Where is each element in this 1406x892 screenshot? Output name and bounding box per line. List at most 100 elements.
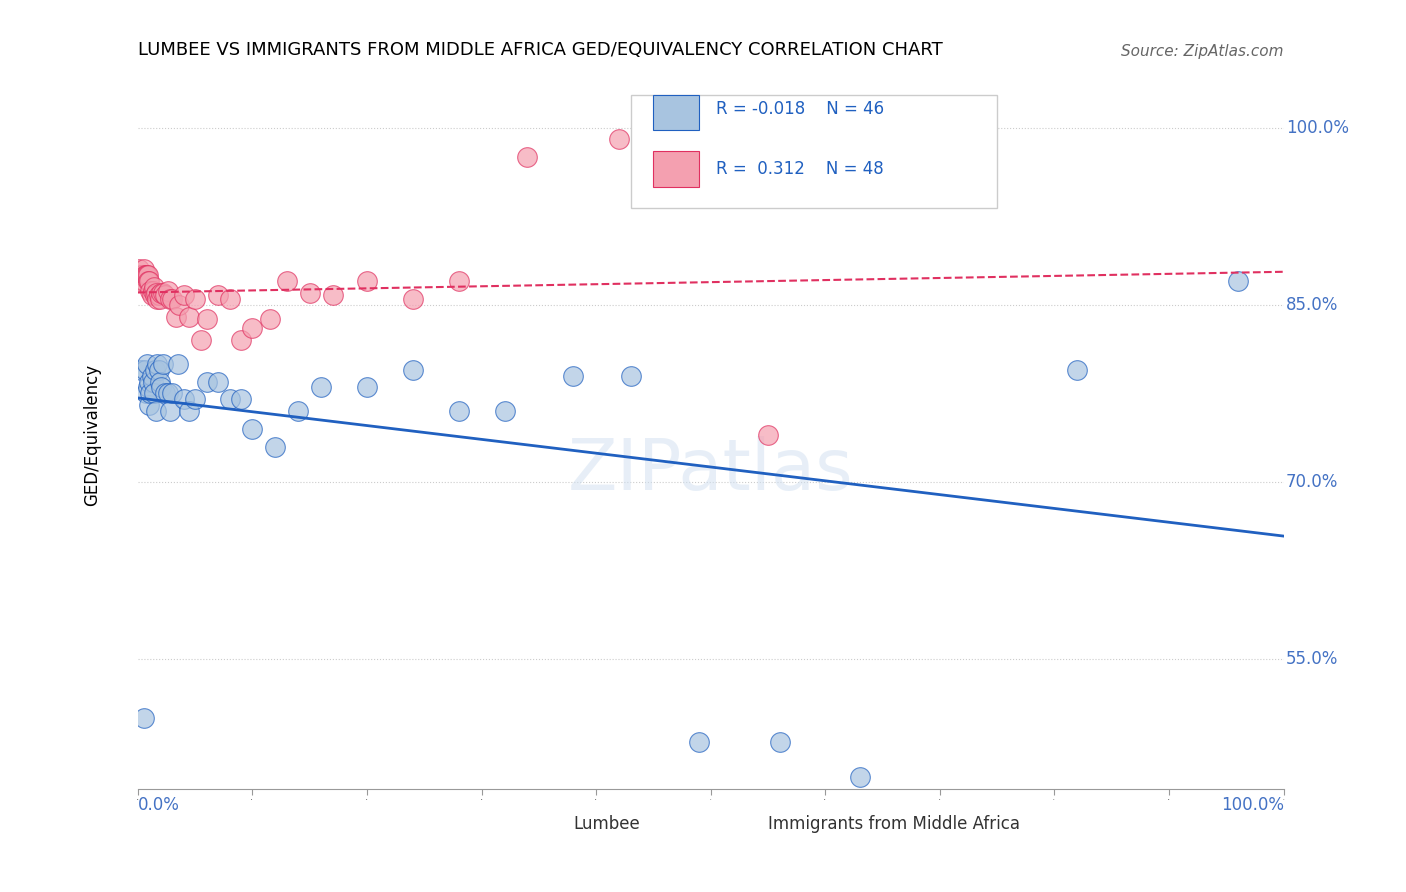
Point	[494, 404, 516, 418]
Point	[135, 386, 157, 401]
Point	[145, 285, 167, 300]
Point	[142, 375, 165, 389]
Point	[356, 380, 378, 394]
Point	[848, 770, 870, 784]
Point	[141, 368, 163, 383]
Point	[162, 386, 184, 401]
Point	[128, 262, 150, 277]
Point	[276, 274, 298, 288]
Point	[138, 274, 160, 288]
Point	[242, 321, 264, 335]
Text: 0.0%: 0.0%	[138, 797, 180, 814]
Point	[167, 298, 190, 312]
Text: 100.0%: 100.0%	[1220, 797, 1284, 814]
Point	[562, 368, 585, 383]
Point	[134, 363, 156, 377]
Point	[156, 386, 179, 401]
Point	[149, 285, 172, 300]
Bar	[654, 152, 699, 186]
Text: R =  0.312    N = 48: R = 0.312 N = 48	[717, 160, 884, 178]
Point	[132, 262, 155, 277]
Point	[142, 284, 165, 298]
Point	[145, 404, 167, 418]
Text: 85.0%: 85.0%	[1286, 296, 1339, 314]
Point	[149, 380, 172, 394]
Point	[131, 363, 153, 377]
Point	[259, 312, 281, 326]
Text: LUMBEE VS IMMIGRANTS FROM MIDDLE AFRICA GED/EQUIVALENCY CORRELATION CHART: LUMBEE VS IMMIGRANTS FROM MIDDLE AFRICA …	[138, 41, 942, 59]
Point	[148, 288, 170, 302]
Point	[143, 288, 166, 302]
Point	[136, 380, 159, 394]
Point	[688, 735, 710, 749]
Point	[287, 404, 309, 418]
Point	[132, 274, 155, 288]
Point	[131, 268, 153, 283]
Point	[195, 312, 218, 326]
Point	[173, 288, 195, 302]
Text: 100.0%: 100.0%	[1286, 119, 1348, 136]
Point	[165, 310, 187, 324]
Point	[447, 274, 470, 288]
Point	[142, 386, 165, 401]
Point	[142, 280, 165, 294]
Text: R = -0.018    N = 46: R = -0.018 N = 46	[717, 100, 884, 118]
Point	[134, 268, 156, 283]
Point	[149, 375, 172, 389]
Point	[146, 292, 169, 306]
Point	[229, 333, 252, 347]
Point	[159, 292, 181, 306]
Point	[402, 292, 425, 306]
Point	[155, 386, 177, 401]
Point	[229, 392, 252, 407]
Point	[1226, 274, 1249, 288]
Point	[190, 333, 212, 347]
Point	[402, 363, 425, 377]
Bar	[654, 95, 699, 130]
Point	[138, 398, 160, 412]
Point	[195, 375, 218, 389]
Point	[1066, 363, 1088, 377]
Text: Immigrants from Middle Africa: Immigrants from Middle Africa	[768, 815, 1019, 833]
Point	[162, 292, 184, 306]
Point	[322, 288, 344, 302]
Point	[139, 284, 162, 298]
Point	[148, 363, 170, 377]
Point	[179, 404, 201, 418]
Point	[298, 285, 321, 300]
Point	[131, 268, 153, 283]
Point	[155, 288, 177, 302]
Point	[447, 404, 470, 418]
Point	[141, 288, 163, 302]
Point	[146, 357, 169, 371]
Point	[516, 150, 538, 164]
Point	[173, 392, 195, 407]
Point	[135, 268, 157, 283]
Bar	[711, 810, 756, 838]
Point	[139, 386, 162, 401]
Point	[143, 363, 166, 377]
Point	[242, 422, 264, 436]
Point	[218, 292, 240, 306]
Point	[138, 375, 160, 389]
Point	[179, 310, 201, 324]
Point	[136, 268, 159, 283]
FancyBboxPatch shape	[630, 95, 997, 208]
Point	[619, 368, 641, 383]
Point	[356, 274, 378, 288]
Text: ZIPatlas: ZIPatlas	[568, 435, 853, 505]
Point	[264, 440, 287, 454]
Point	[167, 357, 190, 371]
Text: 70.0%: 70.0%	[1286, 473, 1339, 491]
Point	[207, 288, 229, 302]
Text: GED/Equivalency: GED/Equivalency	[83, 364, 101, 506]
Point	[207, 375, 229, 389]
Point	[607, 132, 630, 146]
Point	[136, 274, 159, 288]
Point	[132, 711, 155, 725]
Point	[152, 285, 174, 300]
Point	[152, 357, 174, 371]
Point	[136, 268, 159, 283]
Point	[159, 404, 181, 418]
Text: Lumbee: Lumbee	[574, 815, 640, 833]
